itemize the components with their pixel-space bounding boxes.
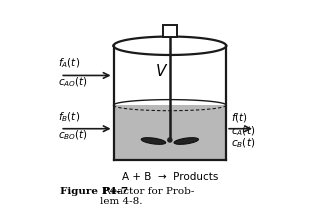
Bar [163, 25, 177, 37]
Circle shape [168, 138, 172, 142]
Text: $c_A(t)$: $c_A(t)$ [231, 124, 256, 138]
Text: $c_{BO}(t)$: $c_{BO}(t)$ [58, 128, 88, 142]
Text: $c_B(t)$: $c_B(t)$ [231, 137, 256, 150]
Text: $f(t)$: $f(t)$ [231, 111, 248, 124]
Text: A + B  →  Products: A + B → Products [122, 172, 218, 182]
Ellipse shape [141, 138, 166, 144]
Text: $f_B(t)$: $f_B(t)$ [58, 110, 80, 124]
Text: Reactor for Prob-
lem 4-8.: Reactor for Prob- lem 4-8. [100, 187, 195, 207]
Text: Figure P4-7: Figure P4-7 [60, 187, 129, 196]
Text: $f_A(t)$: $f_A(t)$ [58, 57, 80, 70]
Ellipse shape [174, 138, 198, 144]
Bar [113, 105, 226, 160]
Text: $c_{AO}(t)$: $c_{AO}(t)$ [58, 75, 88, 89]
Text: $V$: $V$ [155, 63, 168, 79]
